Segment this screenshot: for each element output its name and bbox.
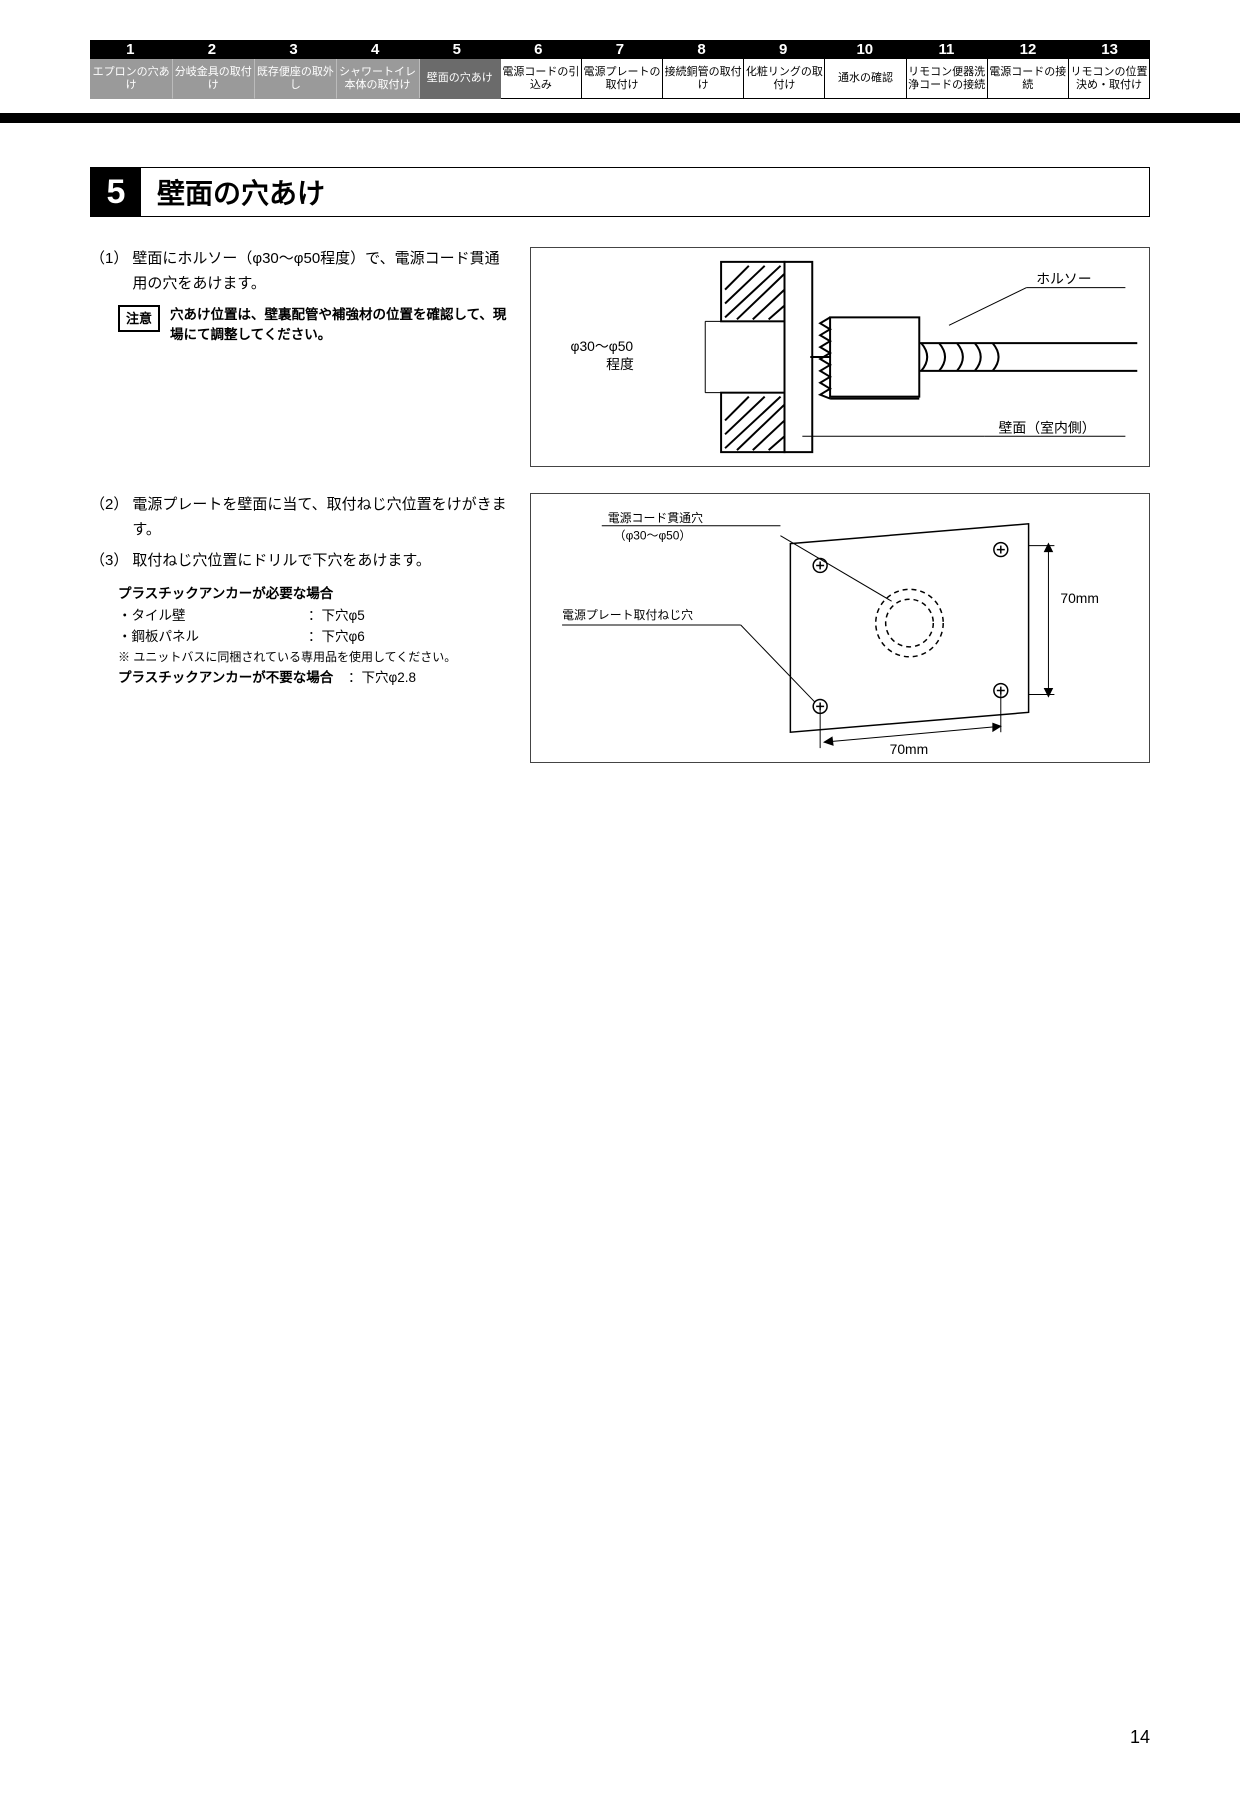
section-number-badge: 5 xyxy=(91,167,141,217)
section-title-text: 壁面の穴あけ xyxy=(157,172,325,212)
step-label-active: 壁面の穴あけ xyxy=(419,59,501,99)
step-label: 通水の確認 xyxy=(825,59,906,99)
figure-plate-holes: 70mm 70mm 電源コード貫通穴 （φ30～φ50） 電源プレート取付ねじ穴 xyxy=(530,493,1150,763)
spec-right: ：下穴φ5 xyxy=(308,605,365,627)
fig1-callout-wall: 壁面（室内側） xyxy=(999,419,1096,435)
step-number: 1 xyxy=(90,40,172,59)
step-number: 9 xyxy=(743,40,825,59)
step-label: リモコン便器洗浄コードの接続 xyxy=(907,59,988,99)
step-label: 電源コードの引込み xyxy=(501,59,582,99)
fig2-dim-v: 70mm xyxy=(1060,590,1099,606)
instruction-row-1: （1） 壁面にホルソー（φ30～φ50程度）で、電源コード貫通用の穴をあけます。… xyxy=(90,247,1150,467)
fig1-size-label: φ30～φ50程度 xyxy=(570,338,634,372)
step-index: （3） xyxy=(90,549,128,574)
step-navigation: 1 2 3 4 5 6 7 8 9 10 11 12 13 エプロンの穴あけ 分… xyxy=(90,40,1150,99)
step-text: 取付ねじ穴位置にドリルで下穴をあけます。 xyxy=(132,549,431,574)
step-number: 3 xyxy=(253,40,335,59)
step-number: 2 xyxy=(172,40,254,59)
spec-left: ・鋼板パネル xyxy=(118,626,308,648)
step-number: 5 xyxy=(416,40,498,59)
divider-bar xyxy=(0,113,1240,123)
sub-heading: プラスチックアンカーが不要な場合 xyxy=(118,667,348,689)
step-label: 分岐金具の取付け xyxy=(172,59,254,99)
step-number: 4 xyxy=(335,40,417,59)
notice-badge: 注意 xyxy=(118,305,160,332)
spec-left: ・タイル壁 xyxy=(118,605,308,627)
fig2-dim-h: 70mm xyxy=(890,741,929,757)
step-label: 電源コードの接続 xyxy=(988,59,1069,99)
step-labels-row: エプロンの穴あけ 分岐金具の取付け 既存便座の取外し シャワートイレ本体の取付け… xyxy=(90,59,1150,99)
step-text: 電源プレートを壁面に当て、取付ねじ穴位置をけがきます。 xyxy=(132,493,514,543)
step-number: 7 xyxy=(580,40,662,59)
step-label: 電源プレートの取付け xyxy=(582,59,663,99)
instruction-row-2: （2） 電源プレートを壁面に当て、取付ねじ穴位置をけがきます。 （3） 取付ねじ… xyxy=(90,493,1150,763)
spec-right: ：下穴φ2.8 xyxy=(348,667,416,689)
section-header: 5 壁面の穴あけ xyxy=(90,167,1150,217)
step-number: 6 xyxy=(498,40,580,59)
fig1-callout-holesaw: ホルソー xyxy=(1036,271,1091,287)
fig2-hole-label-2: （φ30～φ50） xyxy=(614,529,692,543)
step-index: （2） xyxy=(90,493,128,543)
step-index: （1） xyxy=(90,247,128,297)
step-label: エプロンの穴あけ xyxy=(90,59,172,99)
step-label: リモコンの位置決め・取付け xyxy=(1069,59,1150,99)
page-number: 14 xyxy=(1130,1727,1150,1748)
step-number: 10 xyxy=(824,40,906,59)
footnote: ※ ユニットバスに同梱されている専用品を使用してください。 xyxy=(118,648,514,667)
step-label: 既存便座の取外し xyxy=(254,59,336,99)
step-text: 壁面にホルソー（φ30～φ50程度）で、電源コード貫通用の穴をあけます。 xyxy=(132,247,514,297)
notice-text: 穴あけ位置は、壁裏配管や補強材の位置を確認して、現場にて調整してください。 xyxy=(170,305,514,347)
step-label: 化粧リングの取付け xyxy=(744,59,825,99)
step-numbers-row: 1 2 3 4 5 6 7 8 9 10 11 12 13 xyxy=(90,40,1150,59)
figure-hole-saw: φ30～φ50程度 ホルソー 壁面（室内側） xyxy=(530,247,1150,467)
fig2-hole-label-1: 電源コード貫通穴 xyxy=(608,511,703,525)
step-label: 接続銅管の取付け xyxy=(663,59,744,99)
step-label: シャワートイレ本体の取付け xyxy=(336,59,418,99)
step-number: 11 xyxy=(906,40,988,59)
step-number: 12 xyxy=(988,40,1070,59)
fig2-screw-label: 電源プレート取付ねじ穴 xyxy=(562,608,693,622)
spec-right: ：下穴φ6 xyxy=(308,626,365,648)
step-number: 8 xyxy=(661,40,743,59)
sub-heading: プラスチックアンカーが必要な場合 xyxy=(118,583,514,605)
step-number: 13 xyxy=(1069,40,1150,59)
